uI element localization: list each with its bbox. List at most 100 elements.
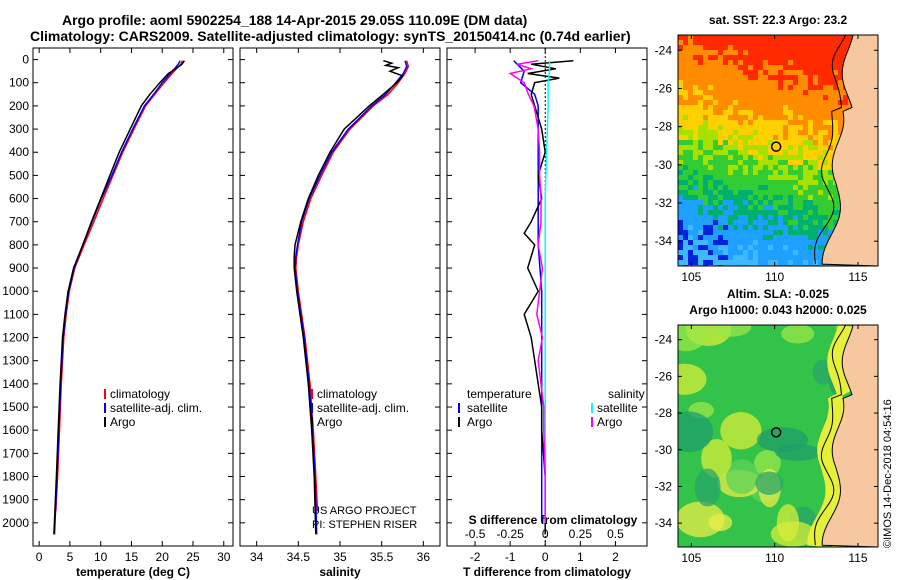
sst-cell [773, 35, 779, 41]
sst-cell [818, 85, 824, 91]
legend-label: satellite-adj. clim. [317, 401, 409, 415]
sst-cell [773, 150, 779, 156]
sst-cell [688, 175, 694, 181]
sst-cell [723, 135, 729, 141]
sst-cell [698, 245, 704, 251]
sst-cell [823, 65, 829, 71]
sst-cell [778, 120, 784, 126]
ytick-label: 700 [9, 215, 29, 229]
sst-cell [718, 85, 724, 91]
sst-cell [733, 175, 739, 181]
sst-cell [743, 225, 749, 231]
sst-cell [753, 180, 759, 186]
sst-cell [703, 205, 709, 211]
sst-cell [763, 185, 769, 191]
sst-cell [718, 90, 724, 96]
sst-cell [733, 125, 739, 131]
sst-cell [683, 240, 689, 246]
sst-cell [823, 85, 829, 91]
sst-cell [748, 105, 754, 111]
sst-cell [713, 195, 719, 201]
sst-cell [823, 185, 829, 191]
sst-cell [793, 155, 799, 161]
sst-cell [768, 80, 774, 86]
sst-cell [708, 105, 714, 111]
sst-cell [698, 195, 704, 201]
sst-cell [758, 200, 764, 206]
sst-cell [838, 60, 844, 66]
sst-cell [738, 165, 744, 171]
sst-cell [688, 195, 694, 201]
sst-cell [738, 55, 744, 61]
sst-cell [813, 40, 819, 46]
sst-cell [768, 230, 774, 236]
sst-cell [808, 220, 814, 226]
sst-cell [753, 150, 759, 156]
sst-cell [748, 115, 754, 121]
sst-cell [833, 45, 839, 51]
xtick-label: 5 [67, 550, 74, 564]
sst-cell [713, 210, 719, 216]
sst-cell [678, 190, 684, 196]
sst-cell [728, 165, 734, 171]
sst-cell [743, 230, 749, 236]
sst-cell [713, 245, 719, 251]
sst-cell [813, 230, 819, 236]
ytick-label: 2000 [2, 516, 29, 530]
sst-cell [793, 105, 799, 111]
sst-cell [778, 185, 784, 191]
sst-cell [768, 160, 774, 166]
sst-cell [683, 190, 689, 196]
sst-cell [803, 110, 809, 116]
sst-cell [828, 80, 834, 86]
sst-cell [813, 130, 819, 136]
sst-cell [803, 135, 809, 141]
sst-cell [753, 215, 759, 221]
sst-cell [748, 85, 754, 91]
sst-cell [718, 245, 724, 251]
sst-cell [718, 240, 724, 246]
sst-cell [753, 255, 759, 261]
sst-cell [713, 150, 719, 156]
sst-cell [788, 85, 794, 91]
sst-cell [688, 35, 694, 41]
sst-cell [753, 105, 759, 111]
sst-cell [748, 35, 754, 41]
sst-cell [803, 60, 809, 66]
sst-cell [793, 250, 799, 256]
sst-cell [713, 145, 719, 151]
sst-cell [718, 145, 724, 151]
sst-cell [713, 205, 719, 211]
sst-cell [763, 70, 769, 76]
sst-cell [838, 55, 844, 61]
sst-cell [808, 100, 814, 106]
sst-cell [748, 125, 754, 131]
sst-cell [708, 240, 714, 246]
sst-cell [798, 110, 804, 116]
sst-cell [688, 140, 694, 146]
sst-cell [743, 145, 749, 151]
sst-cell [743, 35, 749, 41]
sst-cell [763, 100, 769, 106]
sst-cell [703, 125, 709, 131]
sst-cell [678, 85, 684, 91]
sst-cell [818, 35, 824, 41]
sst-cell [763, 110, 769, 116]
sst-cell [713, 175, 719, 181]
sst-cell [813, 140, 819, 146]
sst-cell [728, 95, 734, 101]
sst-cell [718, 185, 724, 191]
legend-title: salinity [608, 387, 645, 401]
xaxis-label: salinity [319, 565, 361, 579]
sst-cell [713, 225, 719, 231]
sst-cell [723, 250, 729, 256]
sst-cell [768, 85, 774, 91]
sst-cell [718, 110, 724, 116]
sst-cell [783, 195, 789, 201]
sst-cell [678, 215, 684, 221]
sst-cell [808, 70, 814, 76]
sst-cell [788, 155, 794, 161]
sst-cell [718, 215, 724, 221]
sla-coastal-band [807, 325, 853, 547]
sst-cell [808, 35, 814, 41]
